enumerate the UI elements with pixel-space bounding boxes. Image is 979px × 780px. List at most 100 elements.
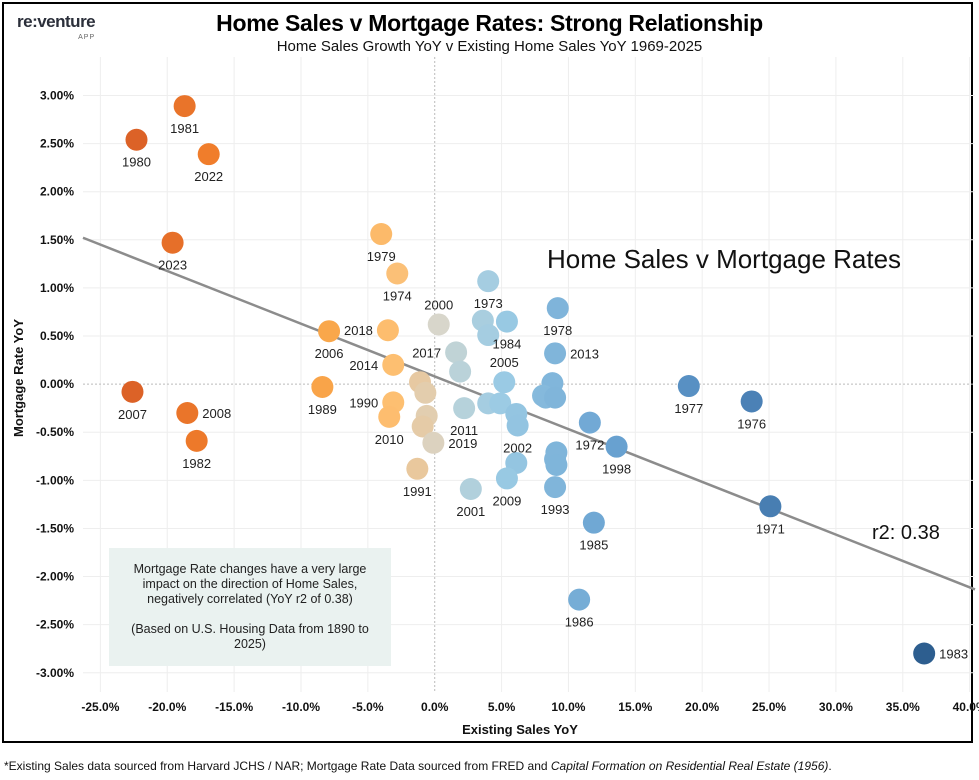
x-tick-label: 5.0% (488, 700, 516, 714)
data-point (176, 401, 199, 424)
data-point (677, 375, 700, 398)
y-tick-label: -1.00% (36, 473, 74, 487)
point-label: 2002 (503, 440, 532, 455)
annotation-text: Mortgage Rate changes have a very large … (133, 562, 367, 606)
data-point (544, 386, 567, 409)
x-tick-label: -10.0% (282, 700, 320, 714)
point-label: 2019 (448, 436, 477, 451)
data-point (544, 342, 567, 365)
x-tick-label: -20.0% (148, 700, 186, 714)
grid (83, 57, 975, 692)
data-point (370, 223, 393, 246)
y-tick-label: -0.50% (36, 425, 74, 439)
data-point (376, 319, 399, 342)
point-label: 1972 (575, 438, 604, 453)
data-point (422, 431, 445, 454)
point-label: 1976 (737, 416, 766, 431)
trendline-group (82, 236, 976, 591)
point-label: 1971 (756, 521, 785, 536)
point-label: 1974 (383, 288, 412, 303)
x-tick-label: 25.0% (752, 700, 786, 714)
point-label: 1990 (349, 395, 378, 410)
point-label: 1985 (579, 538, 608, 553)
y-tick-label: 2.00% (40, 185, 74, 199)
data-point (605, 435, 628, 458)
y-tick-label: -2.50% (36, 618, 74, 632)
data-point (459, 477, 482, 500)
data-point (449, 360, 472, 383)
r2-label: r2: 0.38 (872, 522, 940, 544)
point-label: 1983 (939, 647, 968, 662)
data-point (546, 297, 569, 320)
y-tick-label: 3.00% (40, 88, 74, 102)
x-tick-label: -25.0% (81, 700, 119, 714)
annotation-source: (Based on U.S. Housing Data from 1890 to… (131, 622, 369, 651)
points-group: 1981 1980 2022 2023 2007 2008 1982 1979 1974 2006… (118, 95, 968, 665)
x-tick-label: 15.0% (618, 700, 652, 714)
data-point (185, 429, 208, 452)
point-label: 2007 (118, 407, 147, 422)
data-point (386, 262, 409, 285)
y-tick-label: 0.00% (40, 377, 74, 391)
reventure-logo: re:venture APP (17, 12, 96, 41)
data-point (913, 642, 936, 665)
x-tick-label: 40.0% (953, 700, 979, 714)
data-point (125, 128, 148, 151)
point-label: 1979 (367, 249, 396, 264)
data-point (582, 511, 605, 534)
point-label: 2011 (450, 423, 478, 438)
point-label: 1998 (602, 462, 631, 477)
point-label: 2022 (194, 169, 223, 184)
point-label: 1984 (492, 337, 521, 352)
data-point (121, 380, 144, 403)
data-point (427, 313, 450, 336)
point-label: 1981 (170, 121, 199, 136)
data-point (378, 405, 401, 428)
x-tick-label: 35.0% (886, 700, 920, 714)
chart-subtitle: Home Sales Growth YoY v Existing Home Sa… (276, 38, 703, 55)
axes: -25.0% -20.0% -15.0% -10.0% -5.0% 0.0% 5.0% 10.… (36, 88, 979, 714)
point-label: 2018 (344, 323, 373, 338)
data-point (506, 414, 529, 437)
data-point (411, 415, 434, 438)
data-point (453, 397, 476, 420)
data-point (740, 390, 763, 413)
footer-source: *Existing Sales data sourced from Harvar… (4, 759, 832, 773)
point-label: 1973 (474, 296, 503, 311)
footer-text: *Existing Sales data sourced from Harvar… (4, 759, 551, 773)
y-tick-label: 1.00% (40, 281, 74, 295)
y-tick-label: -2.00% (36, 570, 74, 584)
annotation-title: Home Sales v Mortgage Rates (547, 244, 901, 274)
data-point (489, 392, 512, 415)
point-label: 1977 (674, 401, 703, 416)
data-point (197, 143, 220, 166)
logo-text: re:venture (17, 12, 96, 31)
y-tick-label: 0.50% (40, 329, 74, 343)
data-point (311, 376, 334, 399)
footer-end: . (828, 759, 832, 773)
point-label: 1991 (403, 484, 432, 499)
x-tick-label: 10.0% (551, 700, 585, 714)
point-label: 1980 (122, 155, 151, 170)
y-tick-label: -3.00% (36, 666, 74, 680)
data-point (495, 310, 518, 333)
y-tick-label: -1.50% (36, 521, 74, 535)
trendline (82, 236, 976, 591)
x-tick-label: 0.0% (421, 700, 449, 714)
data-point (477, 270, 500, 293)
point-label: 1982 (182, 456, 211, 471)
point-label: 2000 (424, 297, 453, 312)
data-point (493, 371, 516, 394)
data-point (318, 320, 341, 343)
data-point (759, 495, 782, 518)
data-point (445, 341, 468, 364)
x-tick-label: 20.0% (685, 700, 719, 714)
data-point (495, 467, 518, 490)
chart-title: Home Sales v Mortgage Rates: Strong Rela… (216, 10, 763, 36)
data-point (161, 231, 184, 254)
point-label: 2005 (490, 355, 519, 370)
data-point (406, 457, 429, 480)
data-point (568, 588, 591, 611)
data-point (414, 381, 437, 404)
